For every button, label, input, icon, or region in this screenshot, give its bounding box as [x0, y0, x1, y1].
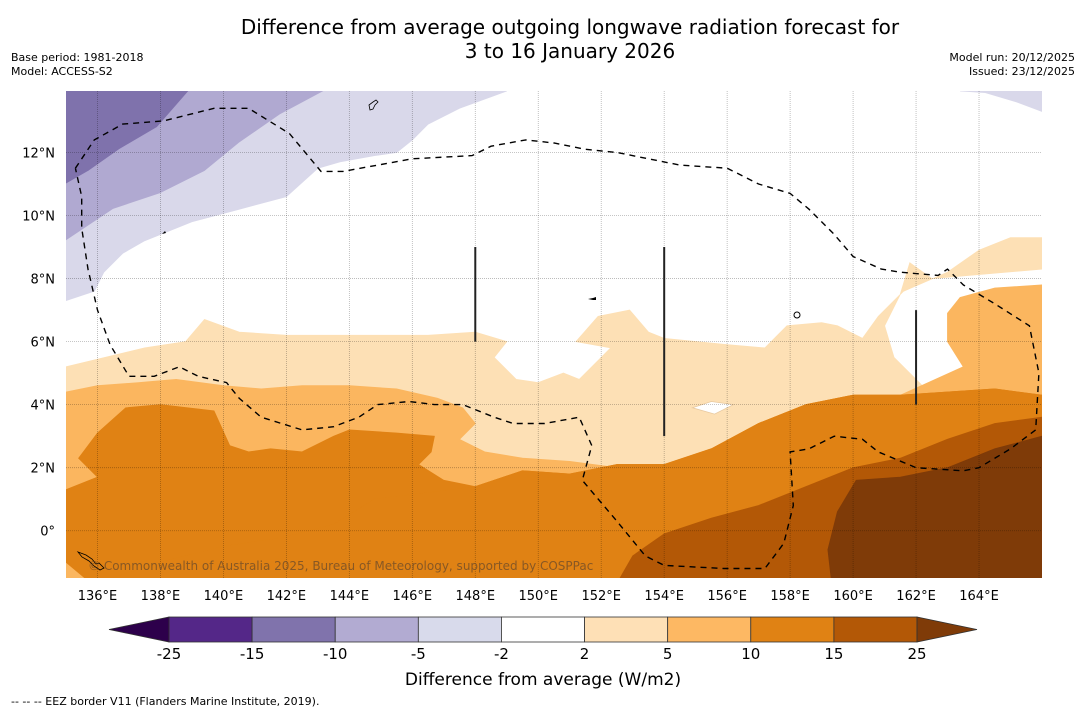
- latitude-tick-label: 12°N: [22, 146, 55, 161]
- island-chuuk: [588, 297, 596, 300]
- latitude-tick-label: 0°: [40, 525, 55, 540]
- latitude-tick-label: 2°N: [31, 462, 56, 477]
- colorbar-extend-low: [108, 616, 170, 643]
- longitude-tick-label: 136°E: [78, 589, 118, 604]
- colorbar-title: Difference from average (W/m2): [405, 670, 681, 690]
- issued-date: Issued: 23/12/2025: [968, 65, 1075, 78]
- chart-title: Difference from average outgoing longwav…: [0, 15, 1085, 63]
- longitude-tick-label: 144°E: [330, 589, 370, 604]
- island-new-guinea-north: [76, 551, 105, 571]
- colorbar-tick-label: 10: [741, 645, 760, 663]
- colorbar-segment: [833, 616, 918, 643]
- anomaly-region-2: [66, 91, 507, 302]
- longitude-tick-label: 150°E: [518, 589, 558, 604]
- colorbar-tick-label: 5: [663, 645, 673, 663]
- colorbar-segment: [417, 616, 502, 643]
- run-info: Model run: 20/12/2025 Issued: 23/12/2025: [949, 51, 1075, 79]
- colorbar-tick-label: -15: [240, 645, 265, 663]
- meridian-segments: [474, 247, 918, 437]
- model-run-date: Model run: 20/12/2025: [949, 51, 1075, 64]
- colorbar-segment: [501, 616, 585, 643]
- latitude-tick-label: 8°N: [31, 273, 56, 288]
- longitude-tick-label: 148°E: [456, 589, 496, 604]
- eez-legend-note: -- -- -- EEZ border V11 (Flanders Marine…: [11, 695, 320, 708]
- latitude-labels: 0° 2°N 4°N 6°N 8°N 10°N 12°N: [22, 146, 55, 539]
- colorbar-segment: [667, 616, 752, 643]
- colorbar-tick-label: -25: [157, 645, 182, 663]
- longitude-tick-label: 142°E: [267, 589, 307, 604]
- title-line-1: Difference from average outgoing longwav…: [240, 15, 900, 39]
- longitude-tick-label: 154°E: [644, 589, 684, 604]
- islands: [76, 99, 801, 571]
- longitude-tick-label: 140°E: [204, 589, 244, 604]
- model-info: Base period: 1981-2018 Model: ACCESS-S2: [11, 51, 143, 79]
- anomaly-region-11: [691, 401, 735, 415]
- longitude-tick-label: 152°E: [581, 589, 621, 604]
- anomaly-region-10: [827, 435, 1042, 578]
- colorbar-tick-label: -5: [411, 645, 426, 663]
- colorbar-segment: [584, 616, 669, 643]
- longitude-tick-label: 146°E: [393, 589, 433, 604]
- colorbar-segment: [168, 616, 253, 643]
- map-plot-area[interactable]: © Commonwealth of Australia 2025, Bureau…: [66, 91, 1042, 578]
- anomaly-region-3: [960, 91, 1042, 112]
- colorbar-segment: [750, 616, 835, 643]
- copyright-notice: © Commonwealth of Australia 2025, Bureau…: [88, 559, 593, 573]
- longitude-tick-label: 138°E: [141, 589, 181, 604]
- colorbar: -25 -15 -10 -5 -2 2 5 10 15 25 Difference from av…: [108, 616, 978, 690]
- colorbar-tick-label: -2: [494, 645, 509, 663]
- latitude-tick-label: 10°N: [22, 210, 55, 225]
- colorbar-segments: [168, 616, 918, 643]
- longitude-labels: 136°E 138°E 140°E 142°E 144°E 146°E 148°E 150°E…: [78, 589, 999, 604]
- colorbar-segment: [334, 616, 419, 643]
- latitude-tick-label: 4°N: [31, 399, 56, 414]
- colorbar-tick-label: -10: [323, 645, 348, 663]
- longitude-tick-label: 156°E: [707, 589, 747, 604]
- eez-border-line: [74, 107, 1040, 570]
- longitude-tick-label: 160°E: [833, 589, 873, 604]
- colorbar-tick-label: 15: [824, 645, 843, 663]
- graticule: [66, 91, 1042, 578]
- colorbar-extend-high: [916, 616, 978, 643]
- model-name: Model: ACCESS-S2: [11, 65, 113, 78]
- longitude-tick-label: 164°E: [959, 589, 999, 604]
- title-line-2: 3 to 16 January 2026: [464, 39, 676, 63]
- island-yap: [162, 231, 166, 234]
- base-period: Base period: 1981-2018: [11, 51, 144, 64]
- longitude-tick-label: 162°E: [896, 589, 936, 604]
- colorbar-tick-label: 25: [907, 645, 926, 663]
- colorbar-tick-label: 2: [580, 645, 590, 663]
- latitude-tick-label: 6°N: [31, 336, 56, 351]
- colorbar-segment: [251, 616, 336, 643]
- island-pohnpei: [793, 311, 801, 319]
- colorbar-tick-labels: -25 -15 -10 -5 -2 2 5 10 15 25: [157, 645, 927, 663]
- longitude-tick-label: 158°E: [770, 589, 810, 604]
- island-guam: [368, 99, 379, 111]
